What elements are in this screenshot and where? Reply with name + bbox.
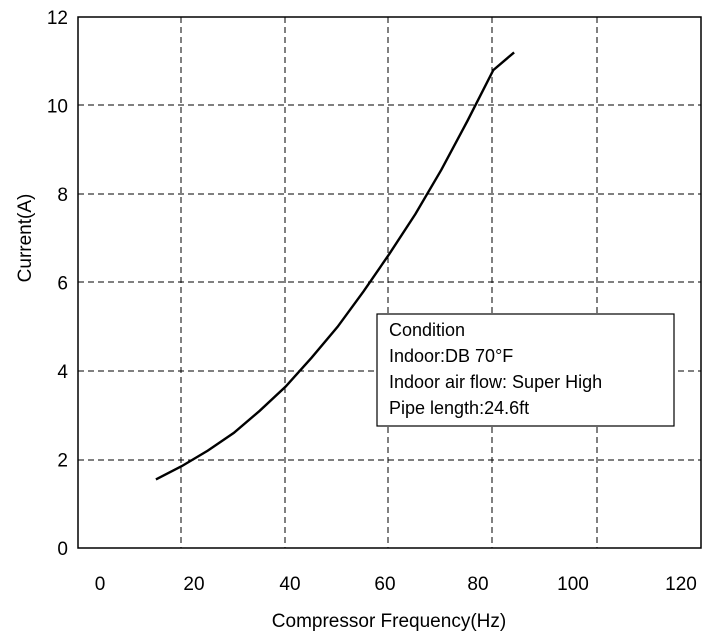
legend-line: Condition [389,320,465,340]
x-tick-label: 20 [183,574,204,595]
series-line [155,51,515,481]
x-tick-label: 120 [665,574,697,595]
legend-line: Indoor:DB 70°F [389,346,513,366]
y-tick-label: 8 [57,185,68,206]
y-tick-label: 6 [57,274,68,295]
x-tick-label: 80 [467,574,488,595]
y-tick-label: 12 [47,8,68,29]
y-ticks: 0 2 4 6 8 10 12 [47,8,69,560]
x-tick-label: 60 [374,574,395,595]
y-tick-label: 4 [57,362,68,383]
x-ticks: 0 20 40 60 80 100 120 [95,574,697,595]
x-axis-label: Compressor Frequency(Hz) [272,611,506,632]
grid [78,17,701,548]
x-tick-label: 100 [557,574,589,595]
x-tick-label: 40 [279,574,300,595]
y-axis-label: Current(A) [15,194,36,283]
legend-box [376,313,675,427]
plot-frame [77,16,702,549]
x-tick-label: 0 [95,574,106,595]
legend-line: Pipe length:24.6ft [389,398,529,418]
condition-legend: Condition Indoor:DB 70°F Indoor air flow… [376,313,675,427]
legend-line: Indoor air flow: Super High [389,372,602,392]
y-tick-label: 10 [47,97,68,118]
y-tick-label: 0 [57,539,68,560]
y-tick-label: 2 [57,451,68,472]
